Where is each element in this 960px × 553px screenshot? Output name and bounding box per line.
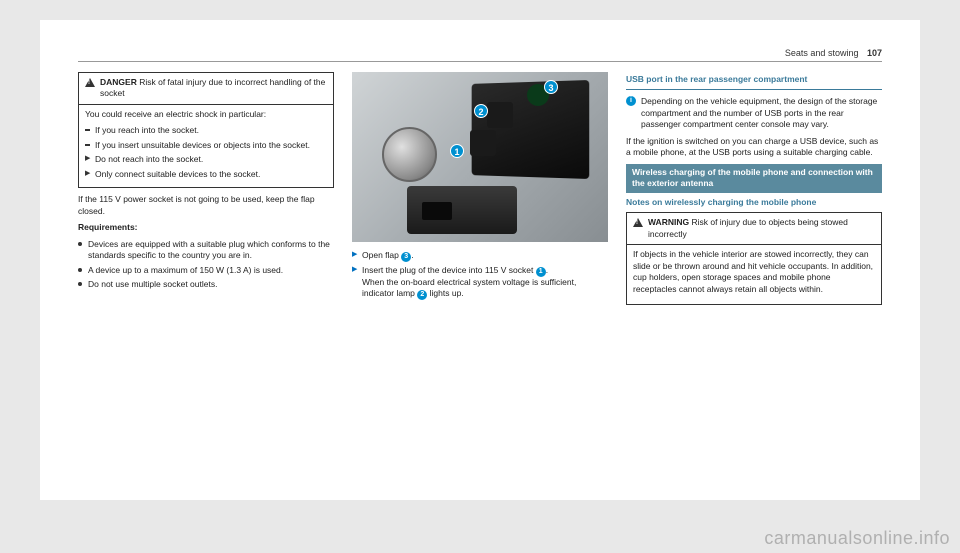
watermark: carmanualsonline.info <box>764 528 950 549</box>
step-item: Open flap 3. <box>352 250 608 262</box>
step-item: Insert the plug of the device into 115 V… <box>352 265 608 300</box>
callout-badge-1: 1 <box>450 144 464 158</box>
danger-bullet-list: If you reach into the socket. If you ins… <box>85 125 327 151</box>
danger-intro: You could receive an electric shock in p… <box>85 109 327 120</box>
danger-head: DANGER Risk of fatal injury due to incor… <box>79 73 333 104</box>
column-1: DANGER Risk of fatal injury due to incor… <box>78 72 334 311</box>
page-number: 107 <box>867 48 882 58</box>
content-columns: DANGER Risk of fatal injury due to incor… <box>78 72 882 311</box>
ref-badge: 1 <box>536 267 546 277</box>
req-item: Devices are equipped with a suitable plu… <box>78 239 334 262</box>
warning-label: WARNING <box>648 217 689 227</box>
column-2: 1 2 3 Open flap 3. Insert the plug of th… <box>352 72 608 311</box>
danger-bullet: If you insert unsuitable devices or obje… <box>85 140 327 151</box>
ref-badge: 2 <box>417 290 427 300</box>
danger-arrow-list: Do not reach into the socket. Only conne… <box>85 154 327 180</box>
requirements-title: Requirements: <box>78 222 138 232</box>
warning-body: If objects in the vehicle interior are s… <box>627 244 881 304</box>
steps-list: Open flap 3. Insert the plug of the devi… <box>352 250 608 300</box>
manual-page: Seats and stowing 107 DANGER Risk of fat… <box>40 20 920 500</box>
illus-socket <box>470 130 496 156</box>
section-title: Seats and stowing <box>785 48 859 58</box>
socket-note: If the 115 V power socket is not going t… <box>78 194 334 217</box>
danger-label: DANGER <box>100 77 137 87</box>
danger-arrow: Do not reach into the socket. <box>85 154 327 165</box>
illus-socket <box>487 102 513 128</box>
requirements-list: Devices are equipped with a suitable plu… <box>78 239 334 291</box>
danger-bullet: If you reach into the socket. <box>85 125 327 136</box>
wireless-sub-title: Notes on wirelessly charging the mobile … <box>626 195 882 212</box>
wireless-section-bar: Wireless charging of the mobile phone an… <box>626 164 882 193</box>
danger-arrow: Only connect suitable devices to the soc… <box>85 169 327 180</box>
illus-button <box>422 202 452 220</box>
usb-info-text: Depending on the vehicle equipment, the … <box>641 96 882 130</box>
danger-body: You could receive an electric shock in p… <box>79 104 333 187</box>
usb-section-title: USB port in the rear passenger compartme… <box>626 72 882 90</box>
usb-info-row: i Depending on the vehicle equipment, th… <box>626 96 882 135</box>
ref-badge: 3 <box>401 252 411 262</box>
warning-box: WARNING Risk of injury due to objects be… <box>626 212 882 305</box>
info-icon: i <box>626 96 636 106</box>
warning-head: WARNING Risk of injury due to objects be… <box>627 213 881 244</box>
req-item: A device up to a maximum of 150 W (1.3 A… <box>78 265 334 276</box>
callout-badge-3: 3 <box>544 80 558 94</box>
danger-box: DANGER Risk of fatal injury due to incor… <box>78 72 334 188</box>
warning-triangle-icon <box>85 78 95 87</box>
socket-illustration: 1 2 3 <box>352 72 608 242</box>
warning-body-text: If objects in the vehicle interior are s… <box>633 249 875 295</box>
column-3: USB port in the rear passenger compartme… <box>626 72 882 311</box>
page-header: Seats and stowing 107 <box>78 48 882 62</box>
warning-triangle-icon <box>633 218 643 227</box>
illus-knob <box>382 127 437 182</box>
req-item: Do not use multiple socket outlets. <box>78 279 334 290</box>
usb-body-text: If the ignition is switched on you can c… <box>626 136 882 159</box>
callout-badge-2: 2 <box>474 104 488 118</box>
